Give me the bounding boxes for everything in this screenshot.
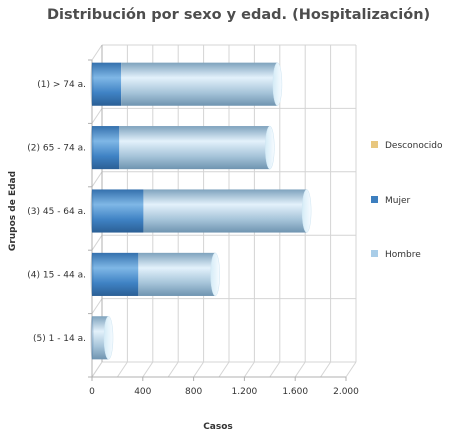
legend: Desconocido Mujer Hombre: [371, 141, 443, 260]
x-floor-line: [345, 361, 357, 378]
bar-end-cap: [103, 315, 114, 360]
bar-start-cap: [90, 126, 94, 170]
x-floor-minor-line: [320, 361, 332, 378]
x-tick-label: 2.000: [333, 387, 359, 397]
x-floor-minor-line: [116, 361, 128, 378]
category-label: (3) 45 - 64 a.: [27, 207, 86, 217]
bar-group: [90, 315, 114, 360]
x-floor-minor-line: [269, 361, 281, 378]
category-labels: (1) > 74 a. (2) 65 - 74 a. (3) 45 - 64 a. (…: [27, 80, 86, 344]
x-tick-label: 0: [89, 387, 95, 397]
bar-start-cap: [90, 62, 94, 106]
legend-swatch: [371, 141, 378, 148]
legend-item-desconocido[interactable]: Desconocido: [371, 141, 443, 151]
y-wall-line: [91, 234, 103, 251]
x-tick-label: 400: [134, 387, 151, 397]
x-floor-line: [193, 361, 205, 378]
x-floor-line: [294, 361, 306, 378]
y-wall-line: [91, 361, 103, 378]
bars: [90, 62, 312, 360]
bar-segment-hombre: [119, 126, 270, 170]
bar-end-cap: [210, 252, 220, 297]
category-label: (2) 65 - 74 a.: [27, 144, 86, 154]
x-tick-labels: 0 400 800 1.200 1.600 2.000: [89, 387, 359, 397]
bar-start-cap: [90, 316, 94, 360]
x-floor-line: [243, 361, 255, 378]
x-axis-title: Casos: [203, 422, 233, 432]
x-tick-label: 800: [185, 387, 202, 397]
category-label: (5) 1 - 14 a.: [33, 334, 86, 344]
x-tick-label: 1.600: [282, 387, 308, 397]
y-wall-line: [91, 298, 103, 314]
x-floor-minor-line: [218, 361, 230, 378]
bar-segment-mujer: [92, 252, 139, 296]
legend-item-hombre[interactable]: Hombre: [371, 250, 421, 260]
legend-swatch: [371, 196, 378, 203]
y-wall-line: [91, 108, 103, 124]
legend-label: Mujer: [385, 196, 411, 206]
legend-label: Desconocido: [385, 141, 443, 151]
chart-title: Distribución por sexo y edad. (Hospitali…: [47, 7, 430, 23]
bar-segment-hombre: [143, 189, 307, 233]
x-floor-minor-line: [167, 361, 179, 378]
bar-start-cap: [90, 252, 94, 296]
bar-segment-hombre: [121, 62, 278, 106]
x-tick-label: 1.200: [232, 387, 258, 397]
x-floor-line: [142, 361, 154, 378]
y-wall-line: [91, 44, 103, 61]
bar-segment-mujer: [92, 189, 144, 233]
y-axis-title: Grupos de Edad: [8, 171, 18, 251]
legend-label: Hombre: [385, 250, 421, 260]
bar-segment-mujer: [92, 126, 120, 170]
legend-item-mujer[interactable]: Mujer: [371, 196, 411, 206]
category-label: (1) > 74 a.: [37, 80, 86, 90]
bar-group: [90, 125, 275, 170]
bar-end-cap: [272, 62, 283, 107]
bar-group: [90, 62, 283, 107]
bar-start-cap: [90, 189, 94, 233]
bar-group: [90, 252, 220, 297]
bar-end-cap: [301, 189, 312, 233]
legend-swatch: [371, 250, 378, 257]
bar-segment-mujer: [92, 62, 122, 106]
category-label: (4) 15 - 44 a.: [27, 270, 86, 280]
y-wall-line: [91, 171, 103, 188]
bar-segment-hombre: [138, 252, 216, 296]
bar-end-cap: [265, 125, 275, 170]
bar-group: [90, 189, 312, 233]
